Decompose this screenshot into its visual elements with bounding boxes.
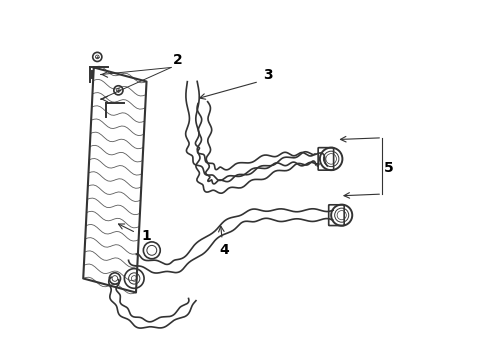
Text: 1: 1 — [142, 229, 151, 243]
Text: 2: 2 — [173, 53, 183, 67]
Text: 5: 5 — [384, 161, 394, 175]
Text: 4: 4 — [219, 243, 229, 257]
Text: 3: 3 — [263, 68, 272, 81]
